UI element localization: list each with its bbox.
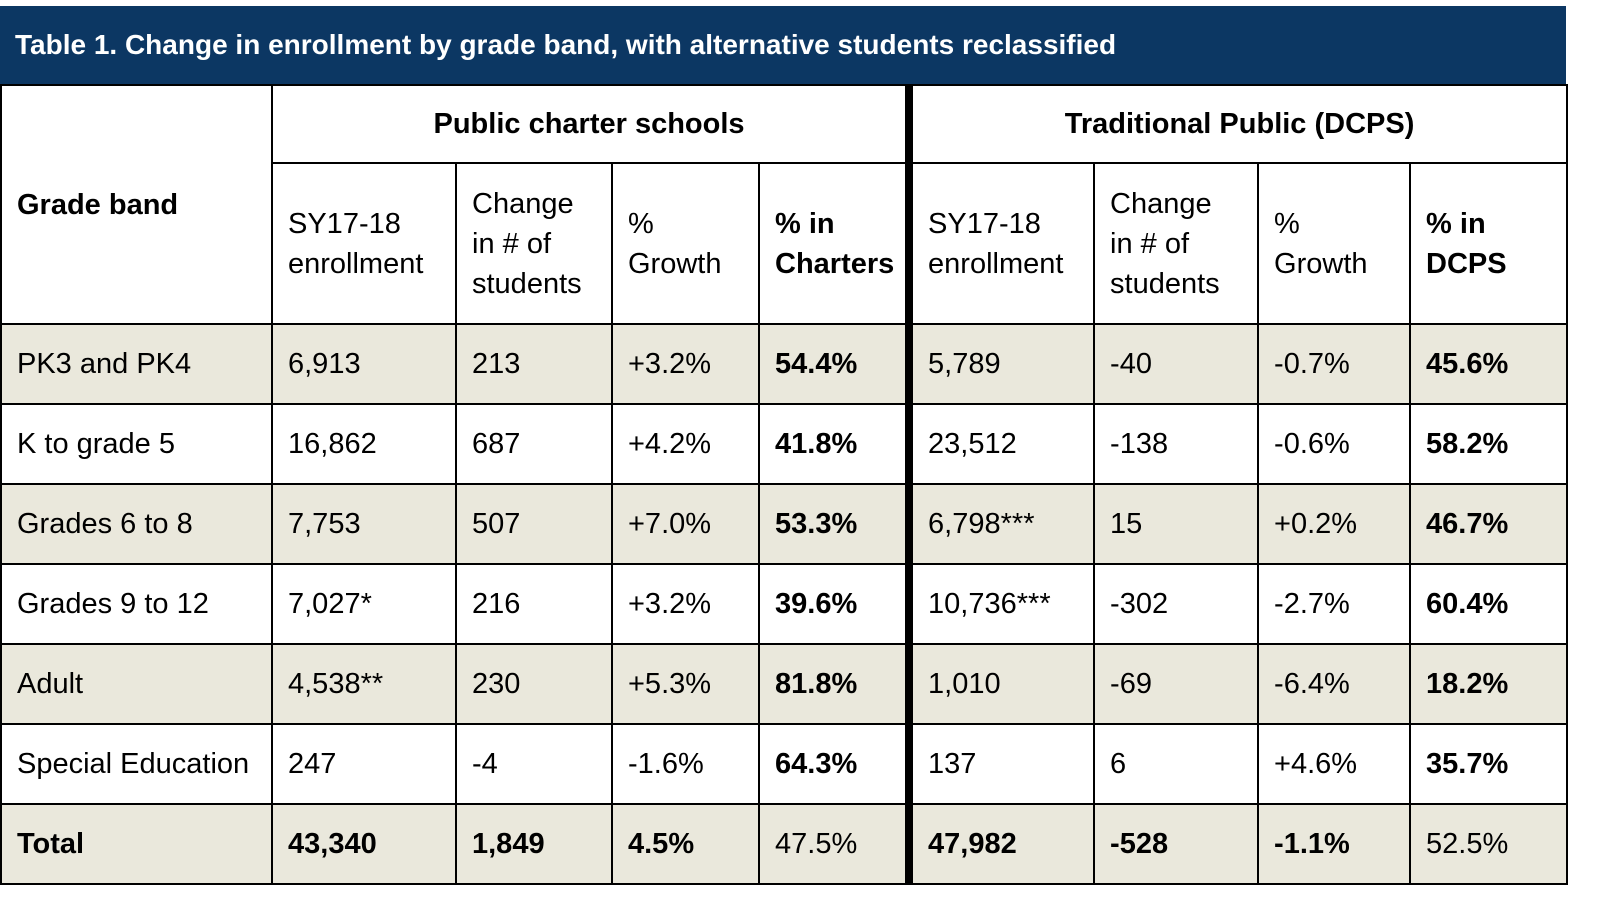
- data-cell: -138: [1093, 403, 1260, 485]
- total-label-cell: Total: [0, 803, 273, 885]
- data-cell: 39.6%: [757, 563, 911, 645]
- data-cell: -1.6%: [611, 723, 760, 805]
- total-cell: 47,982: [905, 803, 1096, 885]
- data-cell: 58.2%: [1409, 403, 1569, 485]
- enrollment-table: Grade band Public charter schools Tradit…: [0, 84, 1569, 885]
- table-title: Table 1. Change in enrollment by grade b…: [0, 6, 1566, 84]
- col-header-pct-in-charters: % in Charters: [757, 162, 911, 325]
- data-cell: +4.6%: [1257, 723, 1412, 805]
- grade-band-cell: PK3 and PK4: [0, 323, 273, 405]
- total-row: Total 43,340 1,849 4.5% 47.5% 47,982 -52…: [0, 803, 1569, 885]
- table-row: Grades 9 to 12 7,027* 216 +3.2% 39.6% 10…: [0, 563, 1569, 645]
- total-cell: 52.5%: [1409, 803, 1569, 885]
- grade-band-header: Grade band: [0, 84, 273, 325]
- data-cell: 230: [455, 643, 613, 725]
- data-cell: -0.6%: [1257, 403, 1412, 485]
- column-header-row: SY17-18 enrollment Change in # of studen…: [1, 162, 1569, 325]
- data-cell: 213: [455, 323, 613, 405]
- grade-band-cell: Grades 9 to 12: [0, 563, 273, 645]
- table-row: K to grade 5 16,862 687 +4.2% 41.8% 23,5…: [0, 403, 1569, 485]
- data-cell: 81.8%: [757, 643, 911, 725]
- grade-band-cell: Adult: [0, 643, 273, 725]
- grade-band-cell: Grades 6 to 8: [0, 483, 273, 565]
- data-cell: 10,736***: [905, 563, 1096, 645]
- total-cell: 47.5%: [757, 803, 911, 885]
- data-cell: 45.6%: [1409, 323, 1569, 405]
- table-row: Grades 6 to 8 7,753 507 +7.0% 53.3% 6,79…: [0, 483, 1569, 565]
- data-cell: 54.4%: [757, 323, 911, 405]
- data-cell: +4.2%: [611, 403, 760, 485]
- grade-band-cell: K to grade 5: [0, 403, 273, 485]
- data-cell: 53.3%: [757, 483, 911, 565]
- table-row: Adult 4,538** 230 +5.3% 81.8% 1,010 -69 …: [0, 643, 1569, 725]
- total-cell: -528: [1093, 803, 1260, 885]
- col-header-pct-in-dcps: % in DCPS: [1409, 162, 1569, 325]
- data-cell: 216: [455, 563, 613, 645]
- data-cell: 137: [905, 723, 1096, 805]
- data-cell: -2.7%: [1257, 563, 1412, 645]
- table-row: Special Education 247 -4 -1.6% 64.3% 137…: [0, 723, 1569, 805]
- data-cell: -69: [1093, 643, 1260, 725]
- data-cell: 35.7%: [1409, 723, 1569, 805]
- data-cell: -40: [1093, 323, 1260, 405]
- total-cell: -1.1%: [1257, 803, 1412, 885]
- total-cell: 4.5%: [611, 803, 760, 885]
- col-header-dcps-enrollment: SY17-18 enrollment: [905, 162, 1096, 325]
- data-cell: 7,753: [271, 483, 457, 565]
- data-cell: 6,913: [271, 323, 457, 405]
- col-header-charter-change: Change in # of students: [455, 162, 613, 325]
- data-cell: 41.8%: [757, 403, 911, 485]
- data-cell: 46.7%: [1409, 483, 1569, 565]
- data-cell: 23,512: [905, 403, 1096, 485]
- data-cell: 4,538**: [271, 643, 457, 725]
- data-cell: +5.3%: [611, 643, 760, 725]
- total-cell: 1,849: [455, 803, 613, 885]
- data-cell: 7,027*: [271, 563, 457, 645]
- data-cell: 15: [1093, 483, 1260, 565]
- charter-group-header: Public charter schools: [270, 84, 911, 164]
- data-cell: -6.4%: [1257, 643, 1412, 725]
- data-cell: +7.0%: [611, 483, 760, 565]
- data-cell: 6,798***: [905, 483, 1096, 565]
- dcps-group-header: Traditional Public (DCPS): [905, 84, 1569, 164]
- grade-band-cell: Special Education: [0, 723, 273, 805]
- data-cell: 64.3%: [757, 723, 911, 805]
- data-cell: +0.2%: [1257, 483, 1412, 565]
- data-cell: +3.2%: [611, 563, 760, 645]
- data-cell: -0.7%: [1257, 323, 1412, 405]
- data-cell: 6: [1093, 723, 1260, 805]
- col-header-charter-growth: % Growth: [611, 162, 760, 325]
- data-cell: 247: [271, 723, 457, 805]
- group-header-row: Grade band Public charter schools Tradit…: [0, 84, 1569, 325]
- total-cell: 43,340: [271, 803, 457, 885]
- data-cell: 18.2%: [1409, 643, 1569, 725]
- data-cell: 5,789: [905, 323, 1096, 405]
- col-header-dcps-growth: % Growth: [1257, 162, 1412, 325]
- data-cell: -4: [455, 723, 613, 805]
- data-cell: 507: [455, 483, 613, 565]
- col-header-dcps-change: Change in # of students: [1093, 162, 1260, 325]
- data-cell: 687: [455, 403, 613, 485]
- data-cell: -302: [1093, 563, 1260, 645]
- data-cell: 60.4%: [1409, 563, 1569, 645]
- table-row: PK3 and PK4 6,913 213 +3.2% 54.4% 5,789 …: [0, 323, 1569, 405]
- data-cell: +3.2%: [611, 323, 760, 405]
- col-header-charter-enrollment: SY17-18 enrollment: [271, 162, 457, 325]
- data-cell: 1,010: [905, 643, 1096, 725]
- data-cell: 16,862: [271, 403, 457, 485]
